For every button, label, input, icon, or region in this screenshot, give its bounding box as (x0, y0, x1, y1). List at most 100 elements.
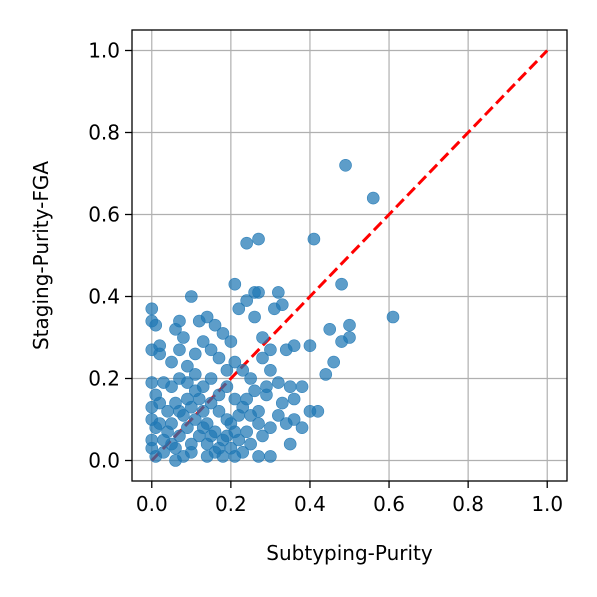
data-point-62 (220, 363, 234, 377)
data-point-28 (149, 318, 163, 332)
data-point-21 (327, 355, 340, 369)
reference-line-layer (150, 49, 549, 462)
data-point-84 (196, 404, 210, 418)
data-point-42 (256, 351, 269, 365)
data-point-6 (228, 277, 242, 291)
data-point-43 (264, 363, 277, 377)
data-point-82 (181, 421, 194, 435)
ticks: 0.0 0.2 0.4 0.6 0.8 1.0 0.0 0.2 0.4 0.6 0.8 1.0 (88, 39, 563, 517)
data-point-39 (224, 335, 238, 348)
data-point-120 (165, 355, 178, 369)
data-point-10 (272, 286, 285, 299)
data-point-36 (200, 310, 214, 324)
data-point-2 (307, 232, 321, 246)
data-point-37 (208, 318, 222, 332)
data-point-13 (268, 302, 281, 316)
data-point-34 (177, 331, 190, 344)
data-point-44 (272, 376, 285, 389)
data-point-138 (212, 441, 226, 455)
x-tick-label-5: 1.0 (531, 492, 563, 516)
data-point-126 (212, 404, 226, 418)
data-point-3 (252, 232, 265, 246)
data-point-136 (196, 421, 210, 435)
data-point-114 (240, 392, 253, 406)
data-point-40 (248, 310, 261, 324)
data-point-22 (319, 368, 333, 381)
data-point-143 (200, 450, 214, 463)
data-point-1 (366, 191, 380, 205)
data-point-19 (335, 335, 348, 348)
data-point-118 (272, 409, 285, 422)
data-point-9 (252, 286, 265, 299)
data-point-132 (165, 417, 178, 430)
x-tick-label-3: 0.6 (373, 492, 405, 516)
data-point-0 (339, 159, 352, 172)
data-point-139 (220, 429, 234, 443)
reference-line (150, 49, 549, 462)
data-point-61 (228, 355, 242, 369)
data-point-55 (275, 396, 289, 410)
grid (132, 30, 567, 481)
data-point-52 (264, 450, 277, 463)
data-point-7 (185, 290, 198, 303)
data-point-46 (295, 380, 309, 394)
x-tick-label-4: 0.8 (452, 492, 484, 516)
data-point-134 (181, 392, 194, 406)
data-point-67 (181, 359, 194, 373)
data-point-33 (173, 314, 186, 328)
data-point-127 (220, 413, 234, 426)
y-tick-label-0: 0.0 (88, 449, 120, 473)
data-point-54 (287, 392, 301, 406)
data-point-121 (173, 343, 186, 357)
data-point-81 (173, 429, 186, 443)
data-point-91 (252, 417, 265, 430)
data-point-26 (145, 302, 159, 316)
data-point-119 (279, 417, 293, 430)
data-point-125 (204, 372, 218, 385)
data-point-5 (335, 277, 348, 291)
x-tick-label-1: 0.2 (215, 492, 247, 516)
y-tick-label-5: 1.0 (88, 39, 120, 63)
data-point-38 (216, 327, 230, 340)
y-tick-label-2: 0.4 (88, 285, 120, 309)
data-point-14 (232, 302, 246, 316)
data-point-48 (311, 404, 325, 418)
x-axis-label: Subtyping-Purity (266, 541, 433, 565)
y-axis-label: Staging-Purity-FGA (29, 161, 53, 350)
data-point-11 (240, 294, 253, 307)
data-point-122 (181, 376, 194, 389)
y-tick-label-3: 0.6 (88, 203, 120, 227)
data-point-59 (244, 372, 257, 385)
data-point-64 (204, 343, 218, 357)
data-point-16 (343, 318, 356, 332)
data-point-115 (248, 384, 261, 398)
data-point-51 (283, 437, 297, 451)
data-point-87 (220, 380, 234, 394)
data-point-131 (157, 433, 170, 447)
data-point-101 (169, 441, 182, 455)
y-tick-label-4: 0.8 (88, 121, 120, 145)
data-point-86 (212, 388, 226, 402)
data-point-137 (204, 429, 218, 443)
data-point-49 (295, 421, 309, 435)
data-point-70 (157, 376, 170, 389)
data-point-15 (386, 310, 400, 324)
data-point-17 (323, 322, 337, 336)
y-tick-label-1: 0.2 (88, 367, 120, 391)
data-point-123 (188, 368, 202, 381)
data-point-141 (169, 454, 182, 467)
data-point-135 (188, 384, 202, 398)
data-point-71 (145, 376, 159, 389)
data-point-45 (283, 380, 297, 394)
data-point-130 (244, 437, 257, 451)
data-point-133 (173, 404, 186, 418)
data-point-20 (303, 339, 317, 353)
data-point-83 (188, 413, 202, 426)
data-point-25 (264, 343, 277, 357)
data-point-58 (260, 380, 273, 394)
data-point-24 (279, 343, 293, 357)
plot-frame (131, 29, 568, 482)
data-point-65 (196, 335, 210, 348)
data-point-113 (232, 409, 246, 422)
